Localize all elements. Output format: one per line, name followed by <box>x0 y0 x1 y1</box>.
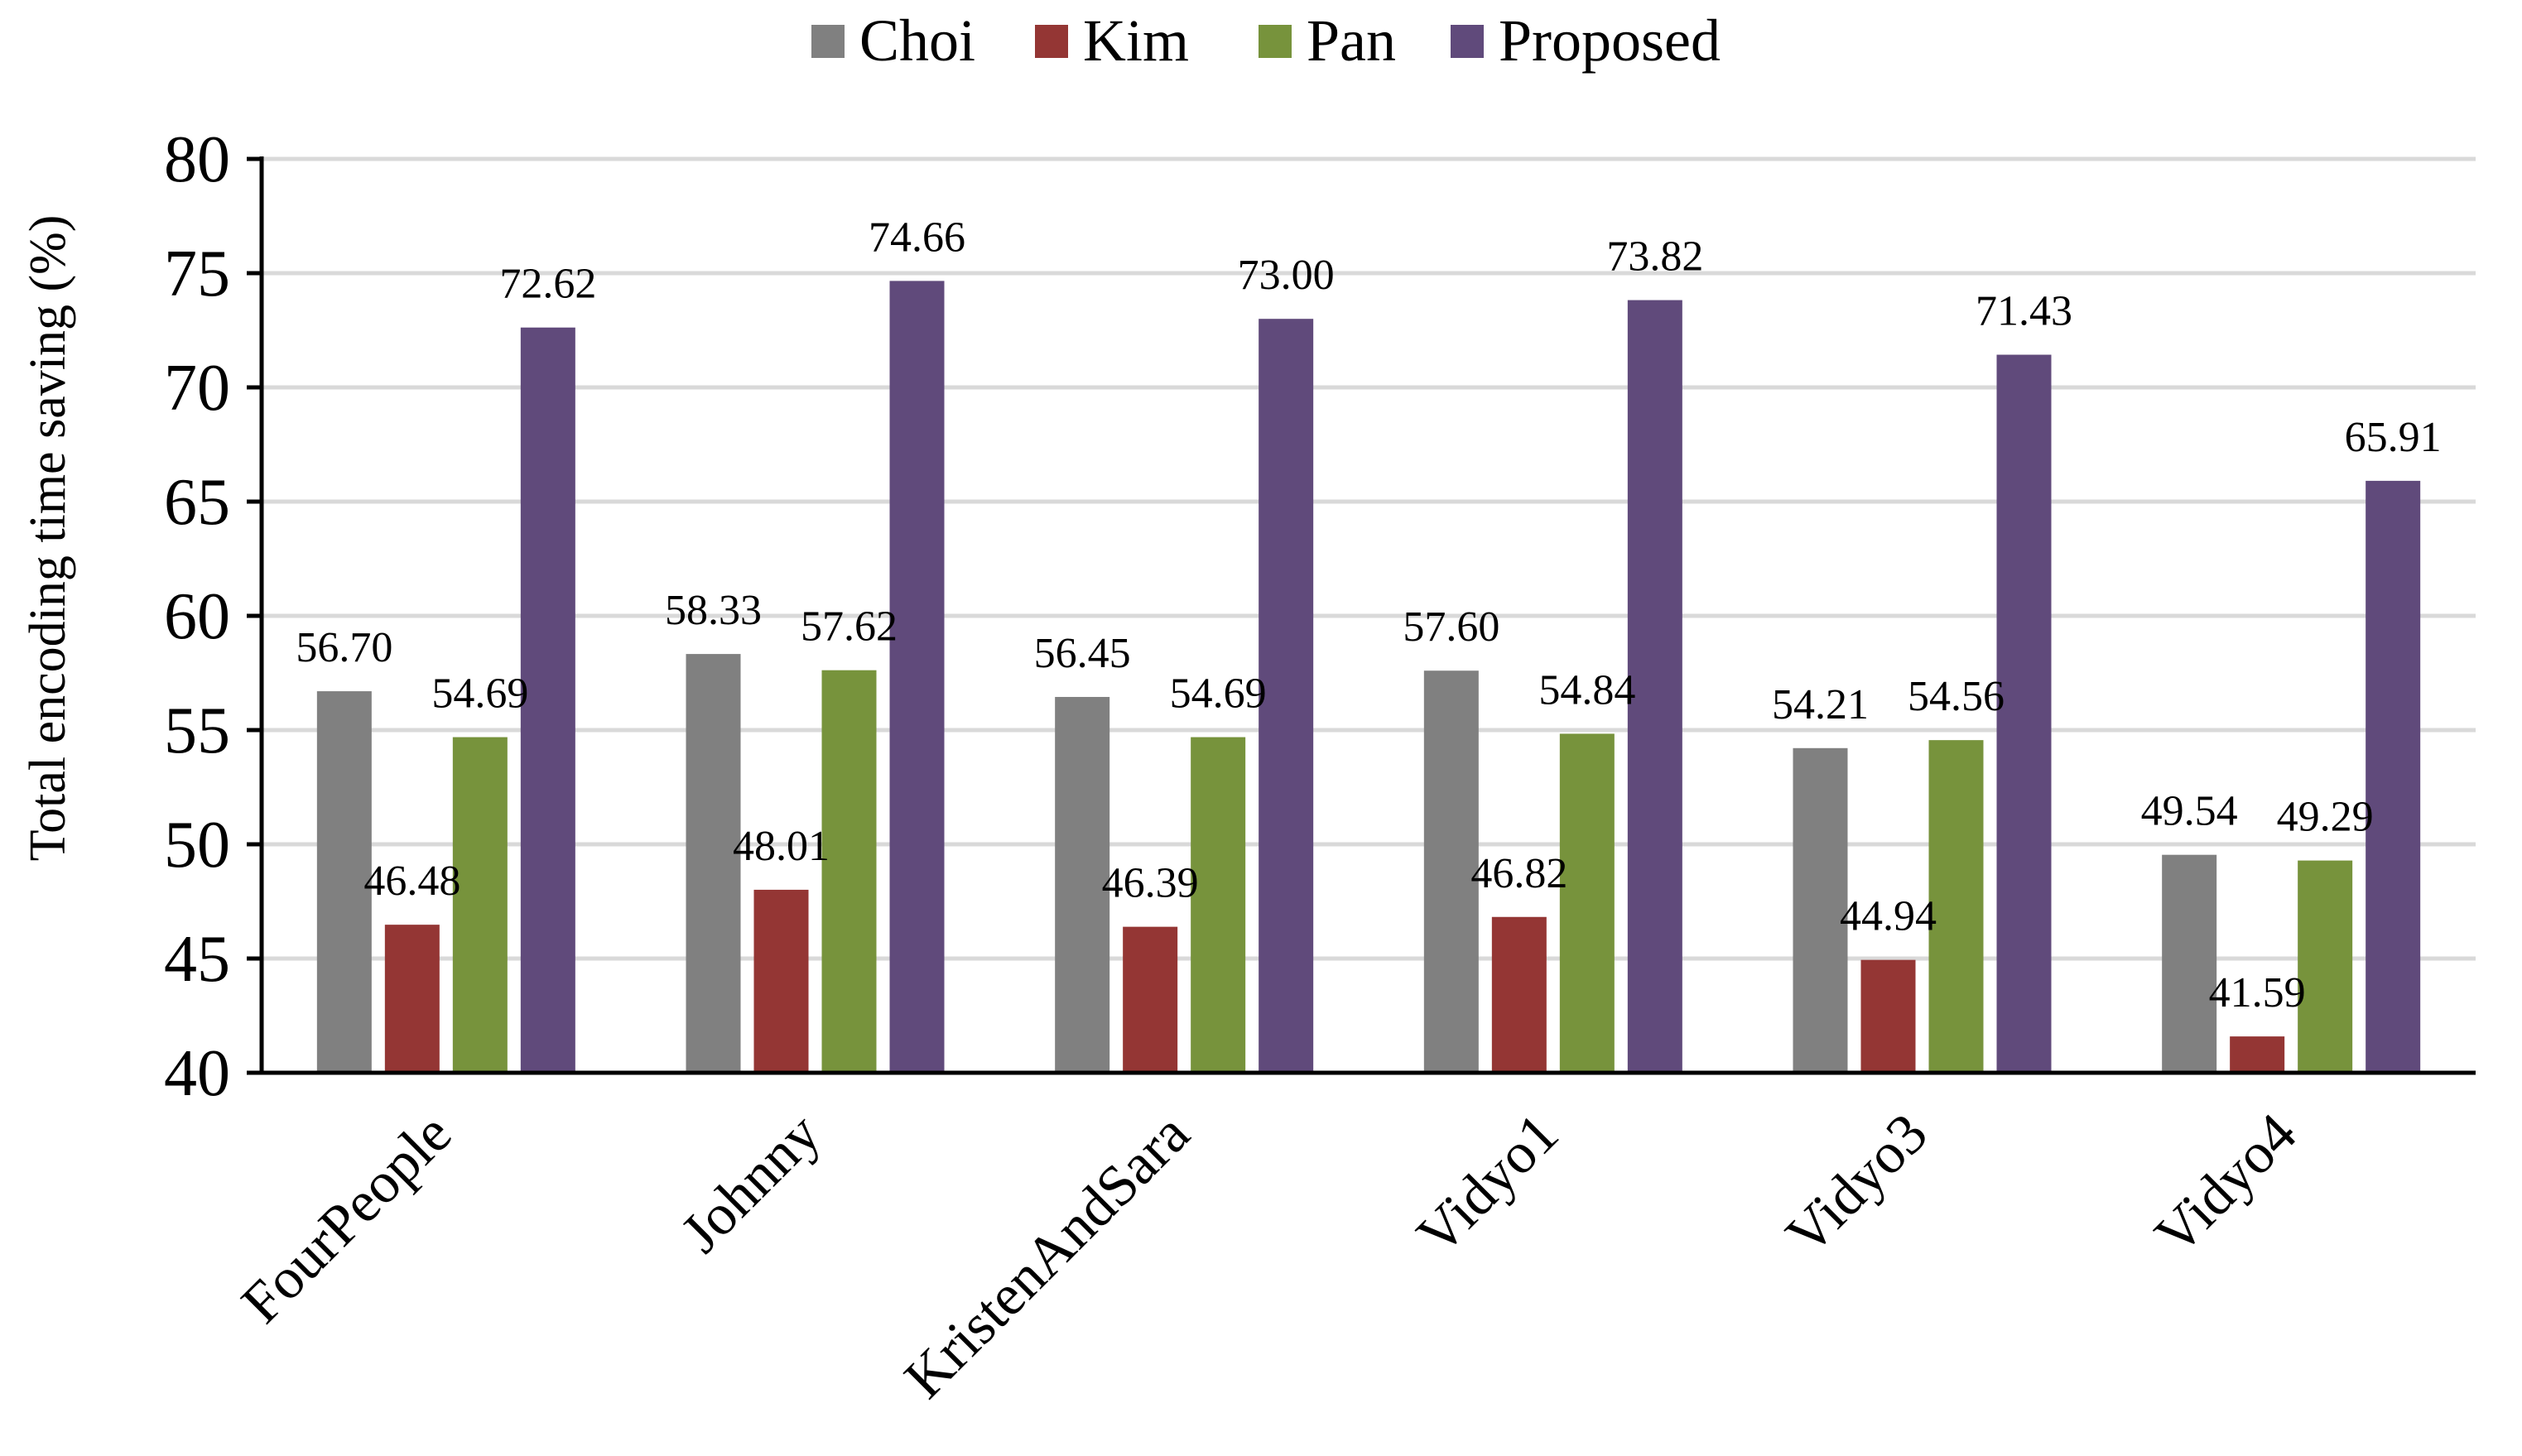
x-tick-label: KristenAndSara <box>893 1102 1201 1410</box>
data-label: 46.82 <box>1470 850 1567 897</box>
bar-kim <box>384 925 440 1073</box>
y-tick-label: 45 <box>164 923 230 996</box>
data-label: 54.21 <box>1772 681 1869 728</box>
bar-proposed <box>520 327 575 1073</box>
axes: 40 45 50 55 60 65 70 75 80 FourPeople Johnny Kriste… <box>164 123 2476 1410</box>
data-label: 57.62 <box>801 603 898 651</box>
data-labels: 56.70 46.48 54.69 72.62 58.33 48.01 57.62 74.66… <box>296 214 2441 1016</box>
data-label: 54.69 <box>1170 670 1267 718</box>
y-tick-label: 80 <box>164 123 230 196</box>
legend-swatch-kim <box>1035 25 1068 58</box>
data-label: 46.39 <box>1102 860 1199 907</box>
legend-label-choi: Choi <box>859 7 975 74</box>
data-label: 44.94 <box>1840 893 1937 940</box>
data-label: 57.60 <box>1403 603 1499 651</box>
bar-kim <box>1491 916 1547 1073</box>
data-label: 56.70 <box>296 624 392 671</box>
bar-proposed <box>889 281 945 1073</box>
data-label: 41.59 <box>2209 969 2306 1016</box>
x-tick-label: Johnny <box>669 1102 832 1265</box>
data-label: 54.69 <box>431 670 528 718</box>
bar-choi <box>686 654 741 1073</box>
data-label: 65.91 <box>2345 414 2442 461</box>
gridlines <box>262 156 2476 961</box>
legend-label-proposed: Proposed <box>1499 7 1721 74</box>
legend-swatch-pan <box>1259 25 1292 58</box>
data-label: 46.48 <box>363 858 460 905</box>
legend-swatch-choi <box>811 25 845 58</box>
bar-pan <box>452 737 508 1073</box>
data-label: 54.84 <box>1538 666 1635 714</box>
bar-choi <box>1423 670 1479 1073</box>
x-tick-label: Vidyo1 <box>1405 1102 1571 1267</box>
bar-proposed <box>1259 319 1314 1073</box>
legend: Choi Kim Pan Proposed <box>811 7 1721 74</box>
bar-proposed <box>1627 300 1682 1073</box>
bar-choi <box>1055 696 1110 1073</box>
bar-choi <box>1793 747 1848 1073</box>
data-label: 73.00 <box>1238 252 1335 299</box>
data-label: 56.45 <box>1034 630 1131 677</box>
data-label: 73.82 <box>1606 233 1703 281</box>
bar-pan <box>1928 740 1984 1073</box>
bar-choi <box>2162 854 2217 1073</box>
data-label: 74.66 <box>869 214 965 261</box>
x-tick-label: Vidyo3 <box>1774 1102 1940 1267</box>
data-label: 49.29 <box>2277 794 2374 841</box>
bar-pan <box>1559 733 1615 1073</box>
bar-choi <box>316 691 372 1073</box>
legend-swatch-proposed <box>1451 25 1484 58</box>
y-tick-label: 75 <box>164 238 230 310</box>
bar-pan <box>2298 860 2353 1073</box>
legend-label-kim: Kim <box>1083 7 1189 74</box>
data-label: 49.54 <box>2141 788 2238 835</box>
data-label: 58.33 <box>665 587 762 634</box>
bar-kim <box>1860 959 1916 1073</box>
bar-kim <box>753 889 809 1073</box>
legend-label-pan: Pan <box>1307 7 1396 74</box>
x-tick-label: FourPeople <box>229 1102 464 1336</box>
y-tick-label: 40 <box>164 1037 230 1110</box>
bar-kim <box>2230 1036 2285 1073</box>
x-tick-label: Vidyo4 <box>2144 1102 2309 1267</box>
y-tick-label: 60 <box>164 580 230 653</box>
bar-pan <box>821 670 877 1073</box>
data-label: 71.43 <box>1976 288 2072 335</box>
bar-kim <box>1123 926 1178 1073</box>
data-label: 54.56 <box>1908 673 2005 720</box>
data-label: 48.01 <box>733 823 830 870</box>
y-tick-label: 65 <box>164 466 230 539</box>
y-tick-label: 70 <box>164 352 230 425</box>
data-label: 72.62 <box>499 261 596 308</box>
y-axis-label: Total encoding time saving (%) <box>20 215 76 862</box>
bar-proposed <box>1996 354 2052 1074</box>
bar-pan <box>1191 737 1246 1073</box>
y-tick-label: 50 <box>164 809 230 882</box>
y-tick-label: 55 <box>164 694 230 767</box>
bar-proposed <box>2366 480 2421 1073</box>
bars <box>316 281 2421 1074</box>
